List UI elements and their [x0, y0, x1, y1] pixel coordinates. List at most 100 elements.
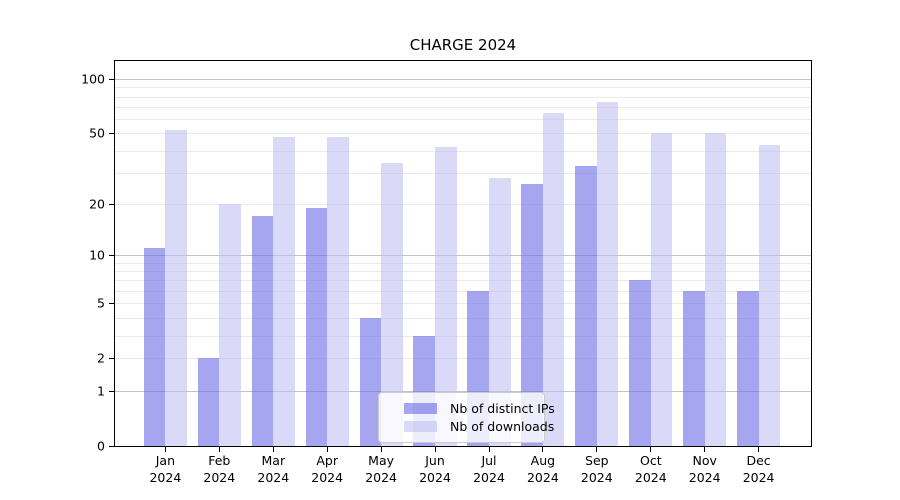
y-tick-mark [109, 255, 114, 257]
bar-ips-jan [143, 248, 166, 447]
bar-ips-oct [629, 280, 651, 447]
x-tick-month: Aug [530, 453, 556, 468]
gridline-minor [114, 280, 812, 282]
chart-title: CHARGE 2024 [409, 36, 517, 54]
bar-downloads-dec [758, 145, 781, 447]
y-tick-mark [109, 358, 114, 360]
y-tick-label: 20 [89, 196, 105, 212]
x-tick-mark [272, 447, 274, 452]
x-tick-label-sep: Sep 2024 [565, 453, 629, 486]
x-tick-month: Mar [261, 453, 286, 468]
bar-downloads-jun [435, 146, 457, 447]
legend-entry-downloads: Nb of downloads [404, 418, 554, 435]
x-tick-year: 2024 [257, 469, 290, 485]
x-tick-year: 2024 [365, 469, 397, 485]
x-tick-mark [326, 447, 328, 452]
y-tick-label: 1 [97, 383, 105, 398]
bar-ips-feb [197, 358, 220, 447]
bar-downloads-jan [165, 130, 187, 447]
gridline-minor [114, 203, 812, 205]
bar-downloads-sep [596, 101, 619, 447]
gridline-minor [114, 150, 812, 152]
x-tick-year: 2024 [742, 469, 775, 485]
x-tick-year: 2024 [634, 469, 667, 485]
x-tick-month: Jun [425, 453, 445, 468]
gridline-minor [114, 262, 812, 264]
bar-ips-may [359, 317, 382, 447]
x-tick-month: Oct [639, 453, 662, 468]
legend-swatch-ips [404, 403, 437, 414]
x-tick-label-may: May 2024 [349, 453, 413, 486]
gridline-minor [114, 133, 812, 135]
x-tick-year: 2024 [203, 469, 236, 485]
x-tick-label-aug: Aug 2024 [511, 453, 575, 486]
bar-downloads-apr [327, 136, 349, 447]
x-tick-month: Sep [585, 453, 609, 468]
gridline-major [114, 390, 812, 392]
gridline-minor [114, 119, 812, 121]
x-tick-mark [596, 447, 598, 452]
x-tick-year: 2024 [149, 469, 182, 485]
x-tick-label-oct: Oct 2024 [619, 453, 683, 486]
y-tick-mark [109, 303, 114, 305]
gridline-minor [114, 335, 812, 337]
legend: Nb of distinct IPs Nb of downloads [378, 392, 555, 443]
gridline-minor [114, 172, 812, 174]
legend-entry-ips: Nb of distinct IPs [404, 400, 555, 417]
x-tick-mark [218, 447, 220, 452]
x-tick-label-feb: Feb 2024 [187, 453, 251, 486]
legend-label: Nb of distinct IPs [450, 401, 555, 416]
x-tick-mark [758, 447, 760, 452]
x-tick-mark [704, 447, 706, 452]
x-tick-label-jul: Jul 2024 [457, 453, 521, 486]
gridline-minor [114, 107, 812, 108]
x-tick-label-mar: Mar 2024 [241, 453, 305, 486]
y-tick-label: 5 [97, 295, 105, 311]
x-tick-mark [650, 447, 652, 452]
gridline-minor [114, 291, 812, 292]
x-tick-month: Jul [481, 453, 497, 468]
bar-downloads-oct [650, 133, 673, 447]
gridline-minor [114, 317, 812, 319]
bar-ips-sep [575, 165, 597, 447]
x-tick-label-nov: Nov 2024 [673, 453, 737, 486]
x-tick-month: Nov [692, 453, 717, 468]
x-tick-month: Dec [746, 453, 771, 468]
y-tick-mark [109, 203, 114, 205]
x-tick-month: Feb [208, 453, 231, 468]
y-tick-mark [109, 79, 114, 80]
bar-downloads-may [381, 163, 403, 447]
x-tick-year: 2024 [419, 469, 451, 485]
gridline-major [114, 255, 812, 257]
x-tick-mark [488, 447, 490, 452]
x-tick-mark [542, 447, 544, 452]
x-tick-year: 2024 [688, 469, 721, 485]
gridline-major [114, 79, 812, 80]
y-tick-mark [109, 445, 114, 447]
y-tick-label: 50 [89, 125, 105, 141]
bar-ips-mar [251, 216, 274, 447]
bar-downloads-nov [704, 133, 727, 447]
legend-label: Nb of downloads [450, 419, 555, 434]
x-tick-month: May [368, 453, 395, 468]
x-tick-mark [164, 447, 166, 452]
gridline-minor [114, 358, 812, 360]
bar-ips-aug [521, 183, 543, 447]
y-tick-mark [109, 133, 114, 135]
x-tick-label-jan: Jan 2024 [133, 453, 197, 486]
x-tick-month: Jan [155, 453, 176, 468]
bar-downloads-aug [542, 112, 565, 447]
y-tick-mark [109, 390, 114, 392]
bar-ips-nov [683, 291, 705, 447]
x-tick-year: 2024 [526, 469, 559, 485]
x-tick-label-jun: Jun 2024 [403, 453, 467, 486]
gridline-minor [114, 96, 812, 98]
x-tick-year: 2024 [580, 469, 613, 485]
gridline-minor [114, 303, 812, 305]
x-tick-mark [380, 447, 382, 452]
gridline-minor [114, 271, 812, 273]
legend-swatch-downloads [404, 421, 437, 432]
x-tick-year: 2024 [473, 469, 505, 485]
bar-downloads-feb [219, 203, 241, 447]
